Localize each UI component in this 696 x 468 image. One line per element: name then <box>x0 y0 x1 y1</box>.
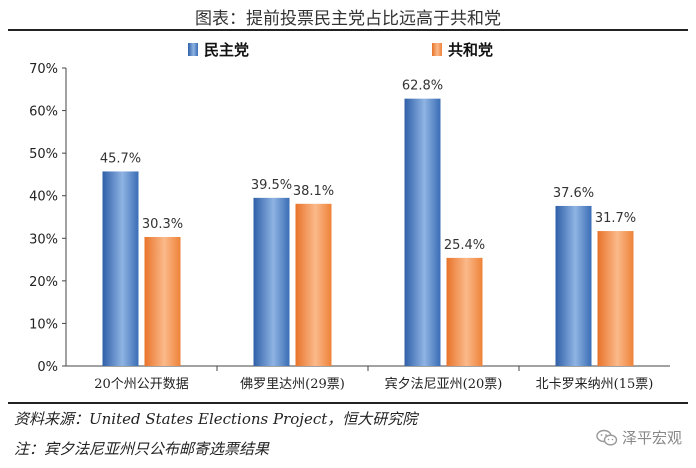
legend-label: 共和党 <box>448 41 493 59</box>
x-category-label: 北卡罗来纳州(15票) <box>536 377 654 392</box>
x-category-label: 20个州公开数据 <box>94 377 189 392</box>
watermark-text: 泽平宏观 <box>621 429 682 447</box>
y-tick-label: 70% <box>29 62 58 77</box>
y-tick-label: 40% <box>29 190 58 205</box>
bar-democrat <box>102 171 139 366</box>
data-label: 39.5% <box>251 178 292 193</box>
data-label: 30.3% <box>142 217 183 232</box>
y-tick-label: 50% <box>29 147 58 162</box>
y-tick-label: 30% <box>29 232 58 247</box>
source-note: 资料来源：United States Elections Project，恒大研… <box>14 410 418 428</box>
bar-democrat <box>253 197 290 366</box>
bottom-rule <box>8 402 688 404</box>
data-label: 45.7% <box>100 151 141 166</box>
legend-swatch <box>432 43 442 56</box>
watermark: 泽平宏观 <box>596 427 682 448</box>
y-tick-label: 10% <box>29 317 58 332</box>
wechat-icon <box>596 429 618 446</box>
bar-republican <box>597 231 634 366</box>
data-label: 62.8% <box>402 79 443 94</box>
footnote: 注：宾夕法尼亚州只公布邮寄选票结果 <box>14 440 270 458</box>
legend-label: 民主党 <box>204 41 249 59</box>
data-label: 38.1% <box>293 184 334 199</box>
chart-title: 图表：提前投票民主党占比远高于共和党 <box>195 9 501 29</box>
y-tick-label: 0% <box>37 360 58 375</box>
y-tick-label: 60% <box>29 105 58 120</box>
bar-democrat <box>555 205 592 366</box>
title-rule <box>8 29 688 31</box>
bar-republican <box>446 257 483 366</box>
bar-democrat <box>404 98 441 366</box>
data-label: 37.6% <box>553 186 594 201</box>
bar-chart: 0% 10% 20% 30% 40% 50% 60% 70% 20个州公开数据 45.7% 30.3… <box>29 41 670 392</box>
data-label: 25.4% <box>444 238 485 253</box>
y-tick-label: 20% <box>29 275 58 290</box>
bar-republican <box>144 237 181 366</box>
data-label: 31.7% <box>595 211 636 226</box>
x-category-label: 佛罗里达州(29票) <box>240 377 345 392</box>
legend-swatch <box>188 43 198 56</box>
x-category-label: 宾夕法尼亚州(20票) <box>385 376 503 392</box>
bar-republican <box>295 203 332 366</box>
